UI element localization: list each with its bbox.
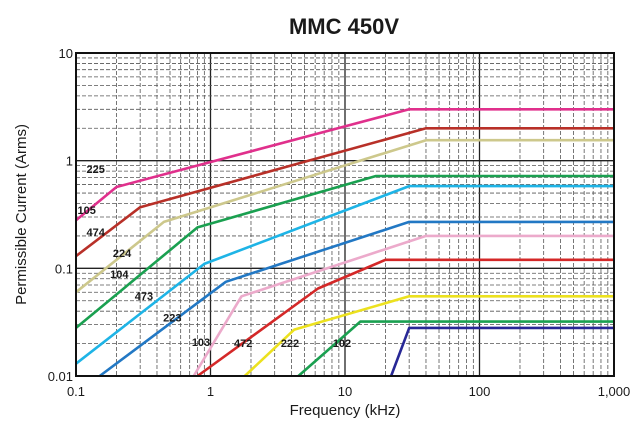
series-line-104 [75,184,614,365]
series-line-102 [389,326,614,377]
series-line-224 [75,174,614,329]
series-line-103 [196,258,614,378]
y-tick-label: 0.01 [48,369,73,384]
series-label-layer: 225 105 474 224 104 473 223 103 472 222 102 [77,164,351,350]
series-line-473 [98,220,614,378]
series-label-222: 222 [281,338,299,350]
x-tick-label: 0.1 [67,384,85,399]
plot-frame [75,52,615,377]
series-line-222 [297,320,614,377]
series-line-225 [75,108,614,222]
series-line-474 [75,138,614,294]
y-tick-label: 10 [59,46,73,61]
series-label-104: 104 [110,269,129,281]
series-line-105 [75,127,614,258]
x-tick-label: 10 [338,384,352,399]
grid-layer [76,53,614,376]
series-label-102: 102 [333,338,351,350]
series-label-474: 474 [86,227,105,239]
y-tick-label: 1 [66,154,73,169]
series-label-472: 472 [234,338,252,350]
x-tick-label: 1 [207,384,214,399]
series-label-225: 225 [86,164,104,176]
x-tick-label: 1,000 [598,384,631,399]
series-label-473: 473 [135,291,153,303]
y-axis-label: Permissible Current (Arms) [13,124,30,305]
chart-title: MMC 450V [288,14,400,39]
x-axis-label: Frequency (kHz) [290,402,401,419]
series-layer [75,108,614,378]
x-tick-label: 100 [469,384,491,399]
series-line-223 [192,234,614,377]
series-label-103: 103 [192,337,210,349]
y-tick-label: 0.1 [55,261,73,276]
series-line-472 [243,294,614,377]
series-label-223: 223 [163,313,181,325]
series-label-224: 224 [113,248,132,260]
series-label-105: 105 [77,205,95,217]
